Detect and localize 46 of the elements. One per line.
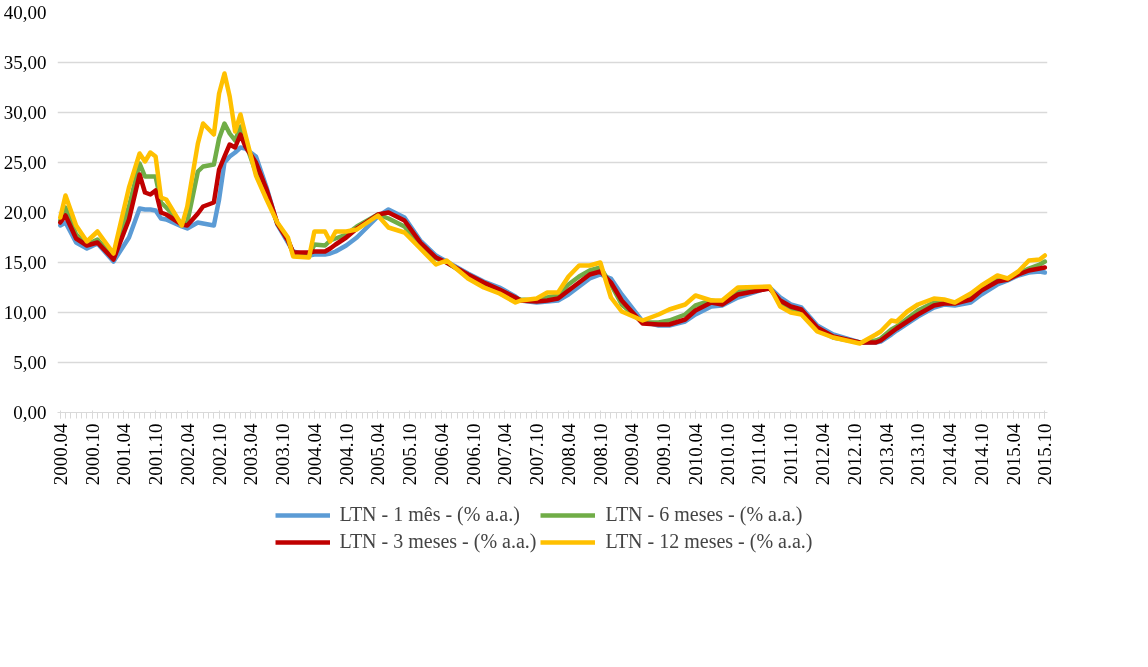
x-tick-label: 2010.04 <box>684 423 706 486</box>
y-tick-label: 0,00 <box>13 402 47 423</box>
x-tick-label: 2001.04 <box>113 423 135 486</box>
x-tick-label: 2014.04 <box>939 423 961 486</box>
x-tick-label: 2004.04 <box>303 423 325 486</box>
y-tick-label: 30,00 <box>3 102 47 123</box>
x-tick-label: 2011.04 <box>748 423 770 485</box>
x-tick-label: 2011.10 <box>780 423 802 485</box>
x-tick-label: 2003.10 <box>272 423 294 486</box>
x-tick-label: 2006.04 <box>430 423 452 486</box>
x-tick-label: 2003.04 <box>240 423 262 486</box>
y-tick-label: 40,00 <box>3 2 47 23</box>
x-tick-label: 2012.04 <box>812 423 834 486</box>
x-tick-label: 2002.10 <box>208 423 230 486</box>
y-tick-label: 25,00 <box>3 152 47 173</box>
x-tick-label: 2001.10 <box>145 423 167 486</box>
x-tick-label: 2007.04 <box>494 423 516 486</box>
y-tick-label: 10,00 <box>3 302 47 323</box>
x-tick-label: 2009.10 <box>653 423 675 486</box>
y-tick-label: 35,00 <box>3 52 47 73</box>
x-tick-label: 2015.04 <box>1002 423 1024 486</box>
x-tick-label: 2006.10 <box>462 423 484 486</box>
x-tick-label: 2009.04 <box>621 423 643 486</box>
x-tick-label: 2012.10 <box>843 423 865 486</box>
y-tick-label: 15,00 <box>3 252 47 273</box>
x-tick-label: 2010.10 <box>716 423 738 486</box>
legend-label: LTN - 6 meses - (% a.a.) <box>605 503 803 526</box>
line-series <box>58 71 1048 346</box>
x-tick-label: 2005.10 <box>399 423 421 486</box>
x-tick-label: 2008.04 <box>558 423 579 486</box>
x-tick-label: 2005.04 <box>367 423 389 486</box>
x-tick-label: 2015.10 <box>1034 423 1056 486</box>
x-tick-label: 2014.10 <box>970 423 992 486</box>
legend-label: LTN - 12 meses - (% a.a.) <box>605 530 813 553</box>
x-tick-label: 2000.10 <box>81 423 103 486</box>
x-tick-label: 2013.04 <box>875 423 897 486</box>
y-tick-label: 5,00 <box>13 352 47 373</box>
x-tick-label: 2004.10 <box>335 423 357 486</box>
x-tick-label: 2000.04 <box>49 423 71 486</box>
x-tick-label: 2002.04 <box>176 423 198 486</box>
x-tick-label: 2013.10 <box>907 423 929 486</box>
y-tick-label: 20,00 <box>3 202 47 223</box>
legend-label: LTN - 1 mês - (% a.a.) <box>339 503 520 526</box>
x-tick-label: 2008.10 <box>589 423 611 486</box>
x-tick-label: 2007.10 <box>526 423 548 486</box>
legend-label: LTN - 3 meses - (% a.a.) <box>339 530 537 553</box>
